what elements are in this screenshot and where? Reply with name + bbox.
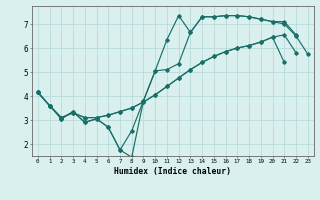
X-axis label: Humidex (Indice chaleur): Humidex (Indice chaleur) xyxy=(114,167,231,176)
